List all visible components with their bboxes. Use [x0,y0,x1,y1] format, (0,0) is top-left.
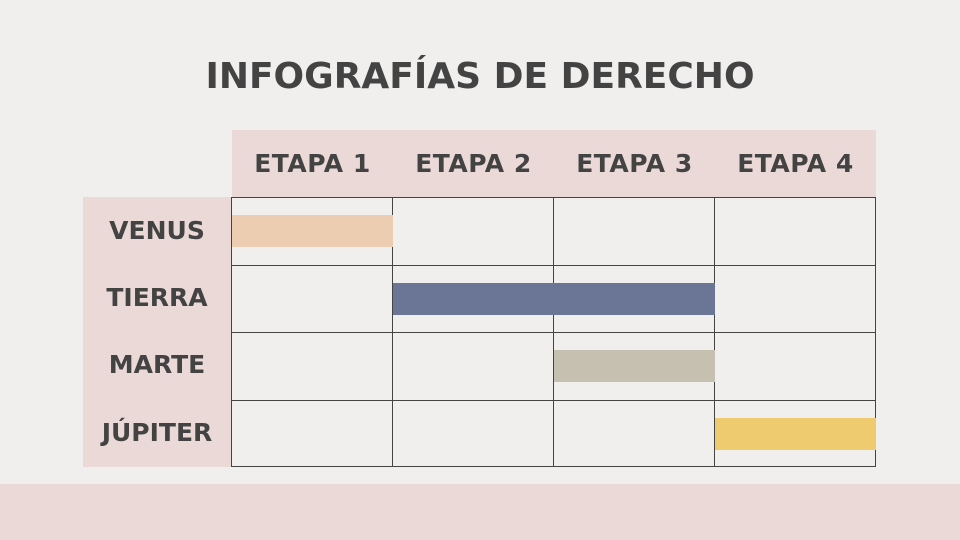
column-header-etapa-1: ETAPA 1 [254,149,371,178]
row-header-tierra: TIERRA [106,283,208,312]
column-header-etapa-4: ETAPA 4 [737,149,854,178]
timeline-bar-marte [554,350,715,382]
row-header-jupiter: JÚPITER [101,418,213,447]
page-title: INFOGRAFÍAS DE DERECHO [205,56,755,97]
grid-horizontal-line [231,197,876,198]
grid-horizontal-line [231,399,876,401]
grid-horizontal-line [231,264,876,266]
footer-band [0,484,960,540]
grid-horizontal-line [231,332,876,333]
timeline-grid [231,197,876,467]
timeline-bar-venus [232,215,393,247]
row-header-venus: VENUS [109,216,205,245]
grid-horizontal-line [231,466,876,467]
timeline-bar-tierra [393,282,715,315]
column-header-etapa-2: ETAPA 2 [415,149,532,178]
column-header-etapa-3: ETAPA 3 [576,149,693,178]
timeline-bar-jupiter [715,417,876,450]
row-header-band [83,197,231,467]
column-header-band [232,130,876,197]
row-header-marte: MARTE [108,350,206,379]
